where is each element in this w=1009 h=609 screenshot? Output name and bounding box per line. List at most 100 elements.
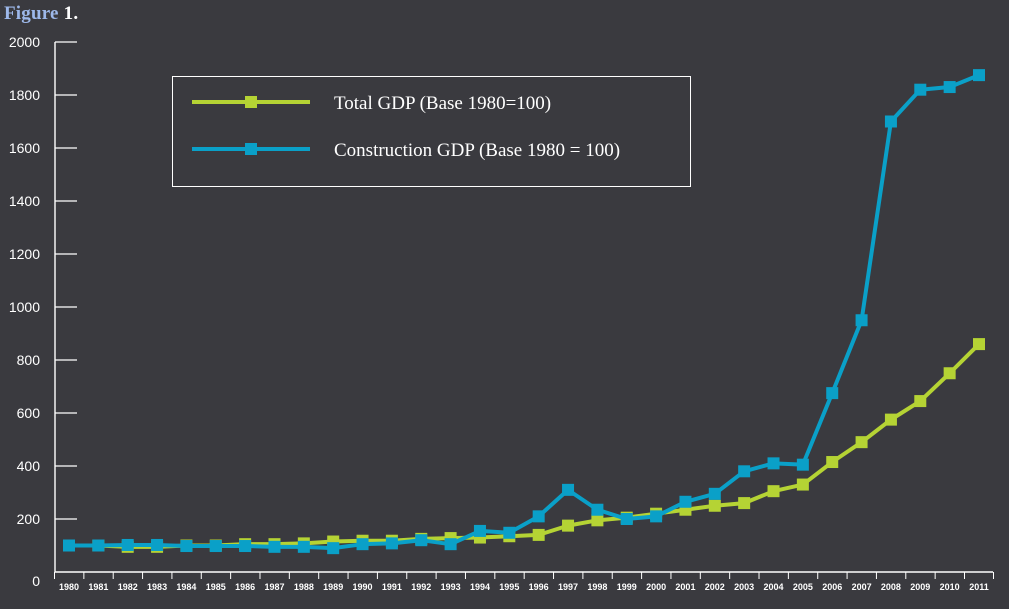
data-point-marker xyxy=(532,510,545,523)
x-tick-label: 2011 xyxy=(969,582,989,592)
series-construction-gdp xyxy=(63,69,985,555)
figure-label: Figure 1. xyxy=(4,3,78,25)
data-point-marker xyxy=(679,495,692,508)
x-tick-label: 1986 xyxy=(235,582,255,592)
x-tick-label: 2006 xyxy=(822,582,842,592)
x-tick-label: 2001 xyxy=(675,582,695,592)
x-tick-label: 2003 xyxy=(734,582,754,592)
data-point-marker xyxy=(973,338,985,351)
y-tick-label: 1600 xyxy=(9,140,40,156)
x-tick-label: 1998 xyxy=(587,582,607,592)
x-tick-label: 1991 xyxy=(382,582,402,592)
data-point-marker xyxy=(855,436,868,449)
data-point-marker xyxy=(562,519,575,532)
y-tick-label: 800 xyxy=(17,352,41,368)
data-point-marker xyxy=(708,487,721,500)
legend-swatch-marker xyxy=(245,96,257,108)
data-point-marker xyxy=(796,478,809,491)
legend-item: Construction GDP (Base 1980 = 100) xyxy=(192,140,620,161)
x-tick-label: 1982 xyxy=(118,582,138,592)
data-point-marker xyxy=(855,314,868,327)
x-tick-label: 2009 xyxy=(910,582,930,592)
data-point-marker xyxy=(209,540,222,553)
figure-label-number: 1. xyxy=(63,3,79,24)
data-point-marker xyxy=(415,534,428,547)
data-point-marker xyxy=(826,456,839,469)
legend: Total GDP (Base 1980=100) Construction GD… xyxy=(172,76,691,187)
data-point-marker xyxy=(473,524,486,537)
series-total-gdp xyxy=(63,338,985,553)
data-point-marker xyxy=(914,83,927,96)
x-tick-label: 1983 xyxy=(147,582,167,592)
data-point-marker xyxy=(591,514,604,527)
x-tick-label: 1999 xyxy=(617,582,637,592)
y-tick-label: 0 xyxy=(32,573,40,589)
y-tick-label: 2000 xyxy=(9,34,40,50)
series-line xyxy=(69,342,981,549)
data-point-marker xyxy=(180,540,193,553)
y-tick-label: 1000 xyxy=(9,299,40,315)
data-point-marker xyxy=(297,540,310,553)
x-tick-label: 2007 xyxy=(852,582,872,592)
x-tick-label: 1993 xyxy=(441,582,461,592)
x-tick-label: 1987 xyxy=(264,582,284,592)
x-tick-label: 2010 xyxy=(940,582,960,592)
data-point-marker xyxy=(385,537,398,550)
data-point-marker xyxy=(973,69,985,82)
data-point-marker xyxy=(620,513,633,525)
data-point-marker xyxy=(767,485,780,498)
data-point-marker xyxy=(503,526,516,539)
data-point-marker xyxy=(650,510,663,523)
x-tick-label: 2002 xyxy=(705,582,725,592)
data-point-marker xyxy=(943,367,956,380)
x-tick-label: 1990 xyxy=(353,582,373,592)
x-tick-label: 1994 xyxy=(470,582,490,592)
data-point-marker xyxy=(679,503,692,516)
x-tick-label: 1981 xyxy=(88,582,108,592)
x-tick-label: 1980 xyxy=(59,582,79,592)
legend-label: Construction GDP (Base 1980 = 100) xyxy=(334,140,620,161)
x-tick-label: 2005 xyxy=(793,582,813,592)
data-point-marker xyxy=(63,539,75,552)
legend-swatch-marker xyxy=(245,143,257,155)
x-tick-label: 1992 xyxy=(411,582,431,592)
y-tick-label: 1800 xyxy=(9,87,40,103)
data-point-marker xyxy=(239,540,252,553)
legend-label: Total GDP (Base 1980=100) xyxy=(334,93,551,114)
y-tick-label: 1200 xyxy=(9,246,40,262)
data-point-marker xyxy=(914,395,927,408)
y-tick-label: 400 xyxy=(17,458,41,474)
data-point-marker xyxy=(356,538,369,551)
x-tick-label: 2000 xyxy=(646,582,666,592)
data-point-marker xyxy=(151,538,164,551)
data-point-marker xyxy=(591,503,604,516)
figure-label-word: Figure xyxy=(4,3,59,24)
x-tick-label: 1997 xyxy=(558,582,578,592)
data-point-marker xyxy=(826,387,839,400)
data-point-marker xyxy=(708,499,721,512)
data-point-marker xyxy=(532,528,545,541)
x-tick-label: 1995 xyxy=(499,582,519,592)
legend-item: Total GDP (Base 1980=100) xyxy=(192,93,551,114)
data-point-marker xyxy=(327,542,340,555)
x-tick-label: 1989 xyxy=(323,582,343,592)
data-point-marker xyxy=(444,538,457,551)
data-point-marker xyxy=(738,465,751,478)
data-point-marker xyxy=(943,81,956,94)
y-tick-label: 1400 xyxy=(9,193,40,209)
data-point-marker xyxy=(884,413,897,426)
x-tick-label: 2004 xyxy=(764,582,784,592)
data-point-marker xyxy=(738,497,751,510)
data-point-marker xyxy=(767,457,780,470)
data-point-marker xyxy=(796,458,809,471)
x-tick-label: 1988 xyxy=(294,582,314,592)
x-tick-label: 1996 xyxy=(529,582,549,592)
y-tick-label: 200 xyxy=(17,511,41,527)
data-point-marker xyxy=(121,538,134,551)
legend-frame xyxy=(172,76,691,187)
data-point-marker xyxy=(92,539,105,552)
x-tick-label: 1984 xyxy=(176,582,196,592)
data-point-marker xyxy=(268,540,281,553)
